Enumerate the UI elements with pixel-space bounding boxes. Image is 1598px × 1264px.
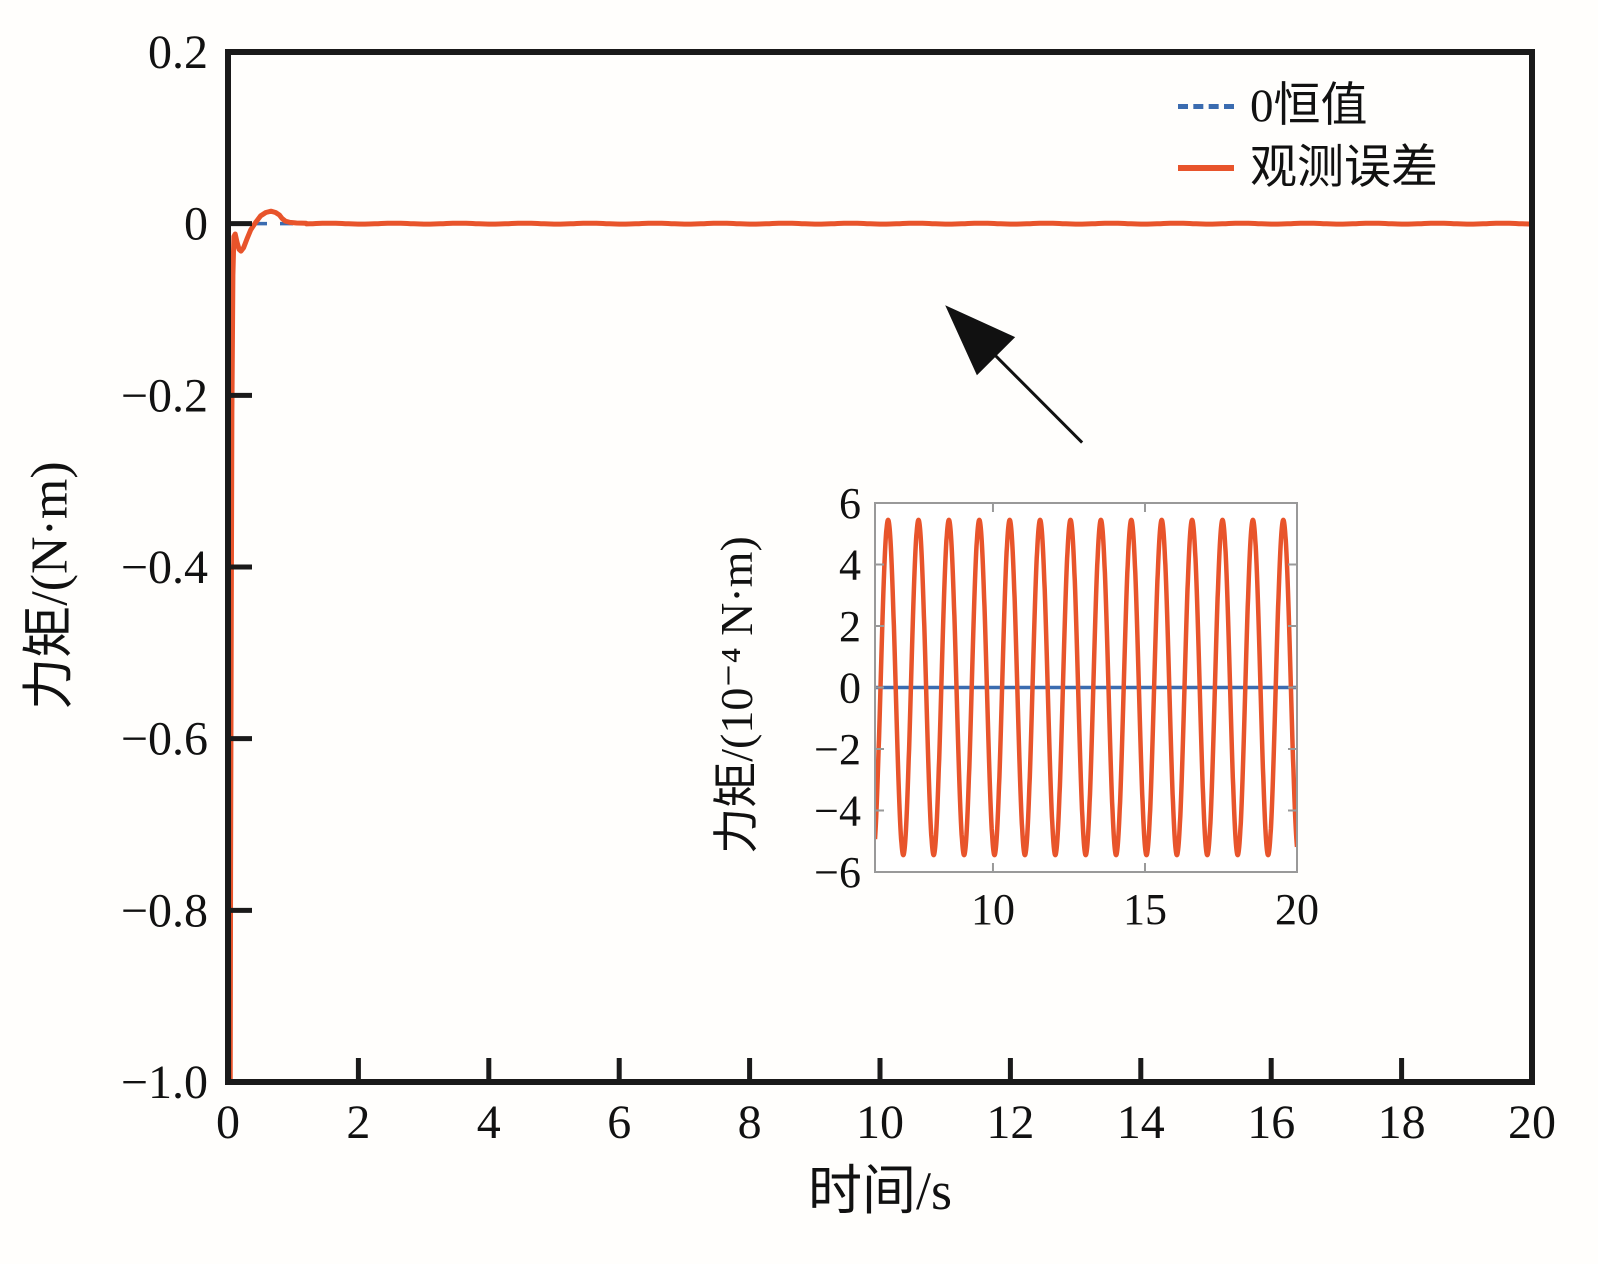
main-x-tick-label: 14: [1117, 1096, 1165, 1149]
main-y-tick-label: 0: [184, 198, 208, 251]
main-x-tick-label: 0: [216, 1096, 240, 1149]
main-x-tick-label: 6: [607, 1096, 631, 1149]
inset-x-tick-label: 10: [971, 885, 1015, 934]
legend-item-zero-constant: 0恒值: [1178, 78, 1438, 134]
legend-label-observed-error: 观测误差: [1250, 141, 1438, 194]
legend: 0恒值 观测误差: [1178, 78, 1438, 196]
legend-solid-line-sample: [1178, 165, 1234, 171]
main-x-axis-label: 时间/s: [807, 1161, 953, 1221]
main-x-tick-label: 2: [346, 1096, 370, 1149]
inset-y-tick-label: −6: [814, 848, 861, 897]
main-plot-area: [228, 208, 1532, 1082]
main-y-tick-label: −0.4: [121, 541, 208, 594]
main-y-tick-label: −0.2: [121, 369, 208, 422]
main-y-tick-label: −0.6: [121, 713, 208, 766]
inset-observed-error-line: [875, 517, 1297, 858]
inset-y-tick-label: 6: [839, 479, 861, 528]
main-y-axis-label: 力矩/(N·m): [21, 461, 79, 710]
annotation-arrow-shaft: [986, 346, 1084, 444]
inset-y-tick-label: −2: [814, 725, 861, 774]
main-x-tick-label: 12: [986, 1096, 1034, 1149]
main-x-tick-label: 20: [1508, 1096, 1556, 1149]
inset-x-tick-label: 15: [1123, 885, 1167, 934]
observed-error-line: [228, 208, 1532, 1082]
legend-label-zero-constant: 0恒值: [1250, 79, 1368, 132]
main-y-tick-label: 0.2: [148, 26, 208, 79]
annotation-arrow-head: [945, 305, 1016, 376]
inset-y-tick-label: −4: [814, 787, 861, 836]
main-x-tick-label: 10: [856, 1096, 904, 1149]
legend-dashed-line-sample: [1178, 103, 1234, 109]
inset-y-tick-label: 0: [839, 664, 861, 713]
main-x-tick-label: 8: [738, 1096, 762, 1149]
inset-y-tick-label: 4: [839, 541, 861, 590]
main-y-tick-label: −1.0: [121, 1056, 208, 1109]
main-y-tick-label: −0.8: [121, 884, 208, 937]
legend-item-observed-error: 观测误差: [1178, 140, 1438, 196]
main-x-tick-label: 18: [1378, 1096, 1426, 1149]
inset-x-tick-label: 20: [1275, 885, 1319, 934]
main-x-tick-label: 16: [1247, 1096, 1295, 1149]
inset-y-tick-label: 2: [839, 602, 861, 651]
inset-plot-area: [875, 517, 1297, 858]
inset-y-axis-label: 力矩/(10⁻⁴ N·m): [711, 536, 762, 854]
main-x-tick-label: 4: [477, 1096, 501, 1149]
